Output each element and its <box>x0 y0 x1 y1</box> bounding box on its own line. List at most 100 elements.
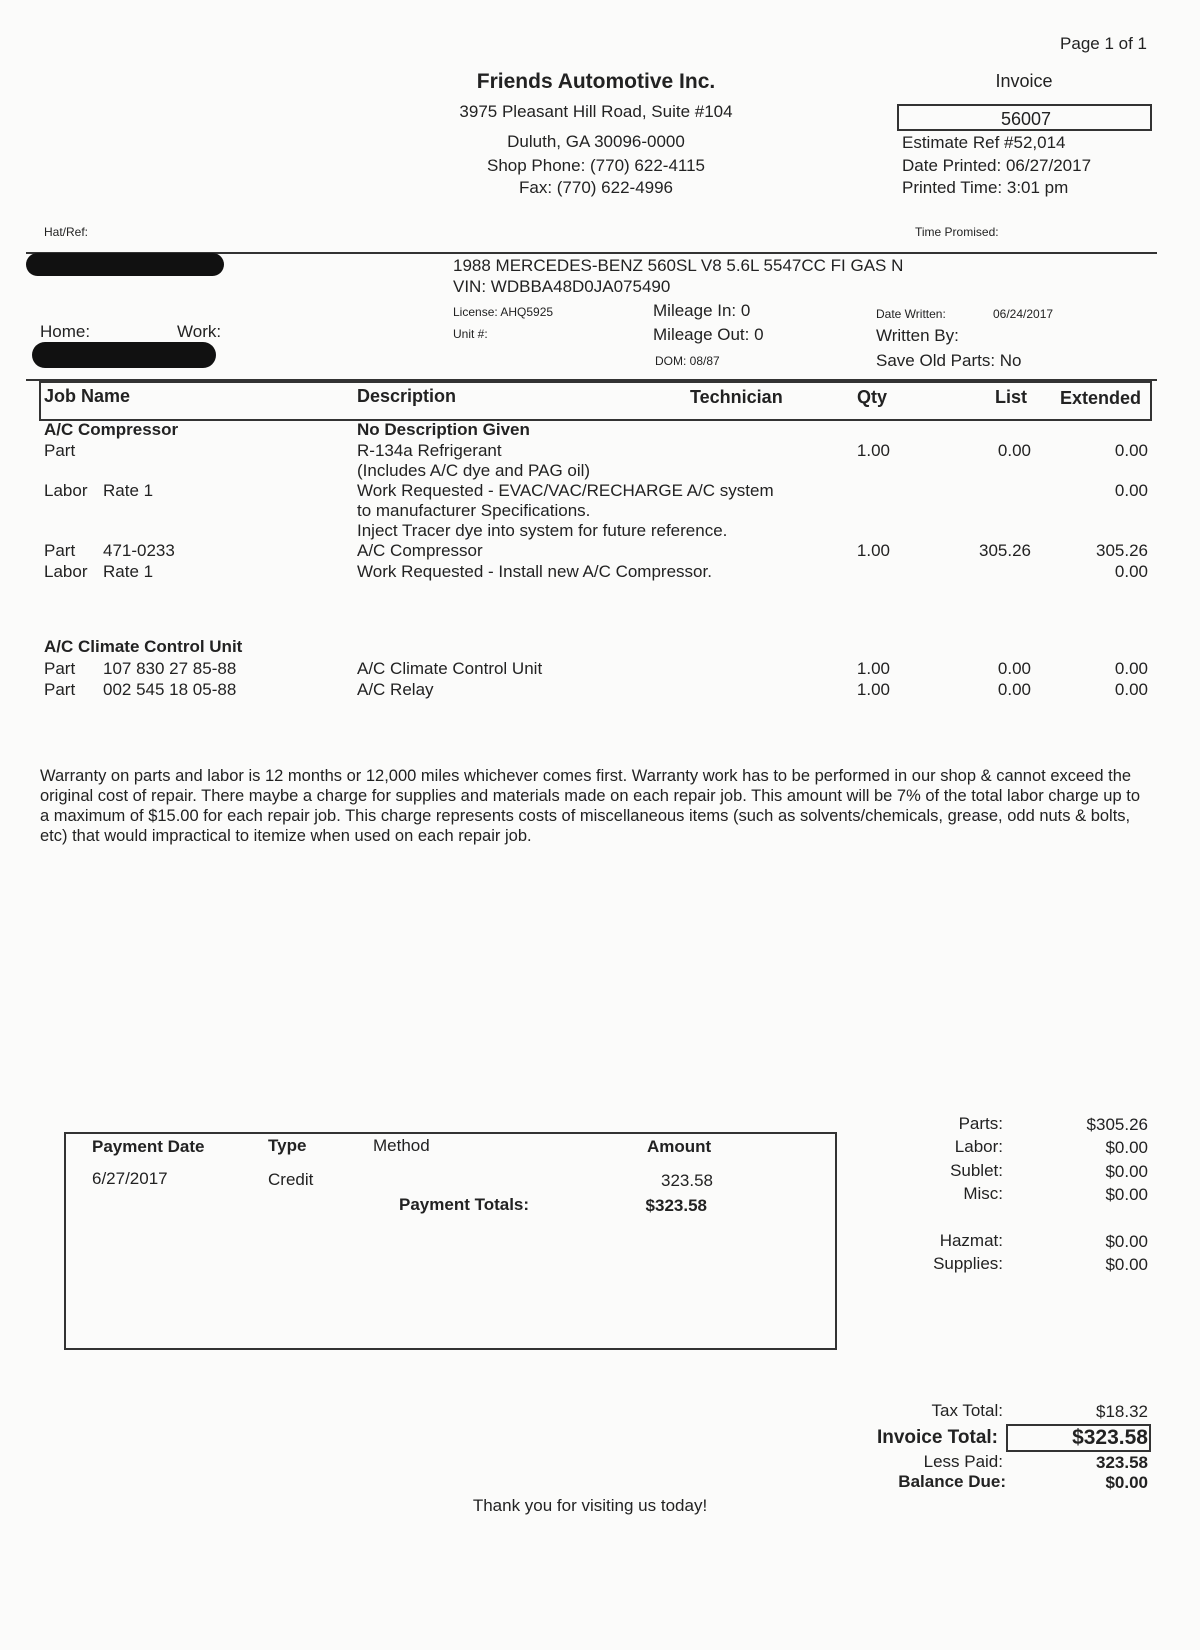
header-technician: Technician <box>690 387 783 407</box>
row-qty: 1.00 <box>856 441 890 460</box>
row-desc: Work Requested - Install new A/C Compres… <box>357 562 712 581</box>
total-label: Parts: <box>958 1114 1003 1133</box>
row-type: Labor <box>44 481 88 500</box>
payment-header-date: Payment Date <box>92 1137 205 1156</box>
row-type: Part <box>44 441 76 460</box>
thank-you: Thank you for visiting us today! <box>472 1496 708 1515</box>
row-qty: 1.00 <box>856 541 890 560</box>
row-num: 002 545 18 05-88 <box>103 680 237 699</box>
row-num: Rate 1 <box>103 481 154 500</box>
shop-fax: Fax: (770) 622-4996 <box>518 178 674 197</box>
payment-totals: $323.58 <box>645 1196 707 1215</box>
row-desc: No Description Given <box>357 420 530 439</box>
dom: DOM: 08/87 <box>655 354 720 368</box>
mileage-in: Mileage In: 0 <box>653 301 751 320</box>
row-desc: Inject Tracer dye into system for future… <box>357 521 728 540</box>
warranty-text: Warranty on parts and labor is 12 months… <box>40 767 1141 845</box>
payment-totals-label: Payment Totals: <box>399 1195 530 1214</box>
total-value: $0.00 <box>1105 1162 1148 1181</box>
page-number: Page 1 of 1 <box>1060 34 1147 53</box>
row-ext: 0.00 <box>1114 441 1148 460</box>
row-ext: 0.00 <box>1114 562 1148 581</box>
home-label: Home: <box>40 322 91 341</box>
mileage-out: Mileage Out: 0 <box>653 325 764 344</box>
invoice-total-label: Invoice Total: <box>876 1427 998 1448</box>
work-label: Work: <box>177 322 222 341</box>
row-type: Part <box>44 541 76 560</box>
invoice-total: $323.58 <box>1072 1426 1148 1449</box>
payment-amount: 323.58 <box>661 1171 713 1190</box>
redacted-name <box>26 253 224 276</box>
row-qty: 1.00 <box>856 659 890 678</box>
total-label: Hazmat: <box>939 1231 1003 1250</box>
row-num: 471-0233 <box>103 541 175 560</box>
invoice-number-box: 56007 <box>897 104 1152 131</box>
invoice-total-box <box>1006 1424 1151 1452</box>
row-type: A/C Compressor <box>44 420 179 439</box>
shop-name: Friends Automotive Inc. <box>476 70 716 93</box>
row-desc: A/C Compressor <box>357 541 483 560</box>
row-ext: 305.26 <box>1096 541 1148 560</box>
time-promised-label: Time Promised: <box>915 225 999 239</box>
row-qty: 1.00 <box>856 680 890 699</box>
divider <box>26 379 1157 381</box>
header-description: Description <box>357 386 457 406</box>
total-label: Labor: <box>954 1137 1003 1156</box>
less-paid-label: Less Paid: <box>923 1452 1003 1471</box>
header-extended: Extended <box>1060 388 1142 408</box>
table-header <box>39 381 1152 421</box>
shop-phone: Shop Phone: (770) 622-4115 <box>486 156 706 175</box>
payment-header-method: Method <box>373 1136 430 1155</box>
row-list: 0.00 <box>997 680 1031 699</box>
shop-address: 3975 Pleasant Hill Road, Suite #104 <box>459 102 733 121</box>
shop-city: Duluth, GA 30096-0000 <box>507 132 685 151</box>
hat-ref-label: Hat/Ref: <box>44 225 89 239</box>
invoice-label: Invoice <box>995 71 1053 91</box>
header-qty: Qty <box>857 387 888 407</box>
row-list: 0.00 <box>997 659 1031 678</box>
date-written-label: Date Written: <box>876 307 946 321</box>
row-desc: A/C Relay <box>357 680 434 699</box>
total-value: $0.00 <box>1105 1232 1148 1251</box>
payment-header-amount: Amount <box>647 1137 712 1156</box>
row-ext: 0.00 <box>1114 659 1148 678</box>
row-desc: A/C Climate Control Unit <box>357 659 543 678</box>
payment-date: 6/27/2017 <box>92 1169 168 1188</box>
row-desc: (Includes A/C dye and PAG oil) <box>357 461 591 480</box>
payment-type: Credit <box>268 1170 314 1189</box>
row-type: Labor <box>44 562 88 581</box>
date-written: 06/24/2017 <box>993 307 1054 321</box>
total-value: $0.00 <box>1105 1185 1148 1204</box>
row-type: Part <box>44 659 76 678</box>
written-by: Written By: <box>876 326 959 345</box>
less-paid: 323.58 <box>1096 1453 1148 1472</box>
tax-total-label: Tax Total: <box>931 1401 1003 1420</box>
vehicle-unit: Unit #: <box>453 327 488 341</box>
total-value: $0.00 <box>1105 1138 1148 1157</box>
redacted-phone <box>32 342 216 368</box>
balance-due: $0.00 <box>1105 1473 1148 1492</box>
row-list: 305.26 <box>979 541 1031 560</box>
payment-box <box>64 1132 837 1350</box>
row-ext: 0.00 <box>1114 481 1148 500</box>
payment-header-type: Type <box>268 1136 307 1155</box>
row-type: A/C Climate Control Unit <box>44 637 243 656</box>
printed-time: Printed Time: 3:01 pm <box>902 178 1069 197</box>
total-label: Supplies: <box>933 1254 1003 1273</box>
tax-total: $18.32 <box>1096 1402 1148 1421</box>
vehicle-vin: VIN: WDBBA48D0JA075490 <box>453 277 671 296</box>
date-printed: Date Printed: 06/27/2017 <box>902 156 1092 175</box>
row-desc: to manufacturer Specifications. <box>357 501 591 520</box>
save-old-parts: Save Old Parts: No <box>876 351 1022 370</box>
vehicle-license: License: AHQ5925 <box>453 305 554 319</box>
total-value: $305.26 <box>1086 1115 1148 1134</box>
total-label: Misc: <box>963 1184 1003 1203</box>
row-num: Rate 1 <box>103 562 154 581</box>
total-label: Sublet: <box>950 1161 1003 1180</box>
row-desc: Work Requested - EVAC/VAC/RECHARGE A/C s… <box>357 481 774 500</box>
header-list: List <box>995 387 1028 407</box>
row-type: Part <box>44 680 76 699</box>
balance-due-label: Balance Due: <box>898 1472 1006 1491</box>
estimate-ref: Estimate Ref #52,014 <box>902 133 1066 152</box>
row-num: 107 830 27 85-88 <box>103 659 237 678</box>
